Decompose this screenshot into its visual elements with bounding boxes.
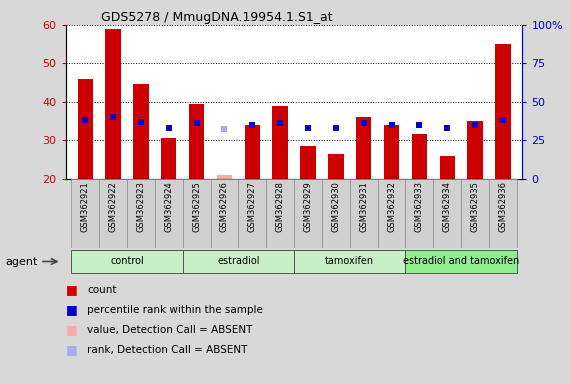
Text: GSM362923: GSM362923 xyxy=(136,181,146,232)
Bar xyxy=(189,104,204,179)
Bar xyxy=(495,44,510,179)
Bar xyxy=(161,138,176,179)
Text: ■: ■ xyxy=(66,283,78,296)
Text: GSM362924: GSM362924 xyxy=(164,181,173,232)
Bar xyxy=(461,179,489,248)
Text: value, Detection Call = ABSENT: value, Detection Call = ABSENT xyxy=(87,325,253,335)
Bar xyxy=(127,179,155,248)
Text: GSM362936: GSM362936 xyxy=(498,181,508,232)
Bar xyxy=(71,179,99,248)
Bar xyxy=(266,179,294,248)
Text: GSM362928: GSM362928 xyxy=(276,181,284,232)
Text: GDS5278 / MmugDNA.19954.1.S1_at: GDS5278 / MmugDNA.19954.1.S1_at xyxy=(101,11,333,24)
Bar xyxy=(272,106,288,179)
Text: tamoxifen: tamoxifen xyxy=(325,256,375,266)
Text: estradiol and tamoxifen: estradiol and tamoxifen xyxy=(403,256,519,266)
Bar xyxy=(405,179,433,248)
Text: GSM362926: GSM362926 xyxy=(220,181,229,232)
Text: control: control xyxy=(110,256,144,266)
Bar xyxy=(440,156,455,179)
Bar xyxy=(217,175,232,179)
Bar xyxy=(244,125,260,179)
Bar xyxy=(433,179,461,248)
Bar xyxy=(78,79,93,179)
Text: agent: agent xyxy=(6,257,38,266)
Bar xyxy=(356,117,371,179)
Bar xyxy=(468,121,482,179)
Bar xyxy=(322,179,350,248)
Bar xyxy=(384,125,399,179)
Bar xyxy=(211,179,238,248)
Text: percentile rank within the sample: percentile rank within the sample xyxy=(87,305,263,315)
Text: GSM362922: GSM362922 xyxy=(108,181,118,232)
Bar xyxy=(377,179,405,248)
Bar xyxy=(405,250,517,273)
Bar xyxy=(238,179,266,248)
Bar xyxy=(300,146,316,179)
Text: GSM362933: GSM362933 xyxy=(415,181,424,232)
Bar xyxy=(328,154,344,179)
Text: GSM362927: GSM362927 xyxy=(248,181,257,232)
Text: GSM362921: GSM362921 xyxy=(81,181,90,232)
Text: GSM362932: GSM362932 xyxy=(387,181,396,232)
Bar xyxy=(294,179,322,248)
Text: rank, Detection Call = ABSENT: rank, Detection Call = ABSENT xyxy=(87,345,248,355)
Bar xyxy=(133,84,148,179)
Bar xyxy=(99,179,127,248)
Bar xyxy=(350,179,377,248)
Bar xyxy=(155,179,183,248)
Bar xyxy=(412,134,427,179)
Text: GSM362934: GSM362934 xyxy=(443,181,452,232)
Text: GSM362929: GSM362929 xyxy=(304,181,312,232)
Text: count: count xyxy=(87,285,117,295)
Text: GSM362935: GSM362935 xyxy=(471,181,480,232)
Bar xyxy=(71,250,183,273)
Text: ■: ■ xyxy=(66,323,78,336)
Text: ■: ■ xyxy=(66,343,78,356)
Text: ■: ■ xyxy=(66,303,78,316)
Bar xyxy=(489,179,517,248)
Text: GSM362930: GSM362930 xyxy=(331,181,340,232)
Text: estradiol: estradiol xyxy=(217,256,260,266)
Bar xyxy=(183,179,211,248)
Text: GSM362925: GSM362925 xyxy=(192,181,201,232)
Text: GSM362931: GSM362931 xyxy=(359,181,368,232)
Bar xyxy=(106,29,120,179)
Bar xyxy=(183,250,294,273)
Bar xyxy=(294,250,405,273)
